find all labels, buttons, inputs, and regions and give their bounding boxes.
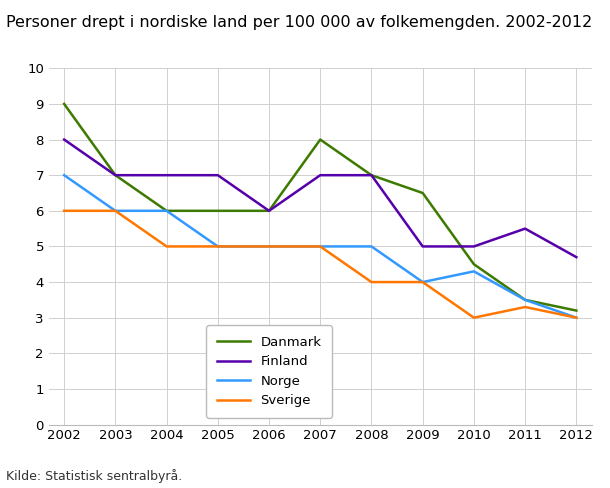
Finland: [419, 244, 426, 249]
Sverige: [522, 304, 529, 310]
Finland: [265, 208, 273, 214]
Sverige: [265, 244, 273, 249]
Legend: Danmark, Finland, Norge, Sverige: Danmark, Finland, Norge, Sverige: [206, 325, 332, 418]
Sverige: [368, 279, 375, 285]
Norge: [419, 279, 426, 285]
Danmark: [522, 297, 529, 303]
Sverige: [419, 279, 426, 285]
Line: Norge: Norge: [64, 175, 576, 318]
Danmark: [317, 137, 324, 142]
Norge: [112, 208, 119, 214]
Danmark: [573, 307, 580, 313]
Text: Personer drept i nordiske land per 100 000 av folkemengden. 2002-2012: Personer drept i nordiske land per 100 0…: [6, 15, 592, 30]
Norge: [573, 315, 580, 321]
Sverige: [60, 208, 68, 214]
Danmark: [265, 208, 273, 214]
Sverige: [317, 244, 324, 249]
Norge: [368, 244, 375, 249]
Finland: [60, 137, 68, 142]
Danmark: [214, 208, 221, 214]
Norge: [522, 297, 529, 303]
Finland: [317, 172, 324, 178]
Finland: [522, 225, 529, 231]
Finland: [214, 172, 221, 178]
Norge: [60, 172, 68, 178]
Text: Kilde: Statistisk sentralbyrå.: Kilde: Statistisk sentralbyrå.: [6, 469, 182, 483]
Danmark: [470, 261, 478, 267]
Norge: [470, 268, 478, 274]
Norge: [214, 244, 221, 249]
Danmark: [368, 172, 375, 178]
Sverige: [214, 244, 221, 249]
Finland: [470, 244, 478, 249]
Line: Finland: Finland: [64, 140, 576, 257]
Norge: [163, 208, 170, 214]
Danmark: [60, 101, 68, 107]
Sverige: [470, 315, 478, 321]
Sverige: [573, 315, 580, 321]
Danmark: [419, 190, 426, 196]
Danmark: [163, 208, 170, 214]
Norge: [265, 244, 273, 249]
Finland: [368, 172, 375, 178]
Finland: [112, 172, 119, 178]
Sverige: [163, 244, 170, 249]
Finland: [163, 172, 170, 178]
Line: Danmark: Danmark: [64, 104, 576, 310]
Danmark: [112, 172, 119, 178]
Norge: [317, 244, 324, 249]
Line: Sverige: Sverige: [64, 211, 576, 318]
Sverige: [112, 208, 119, 214]
Finland: [573, 254, 580, 260]
